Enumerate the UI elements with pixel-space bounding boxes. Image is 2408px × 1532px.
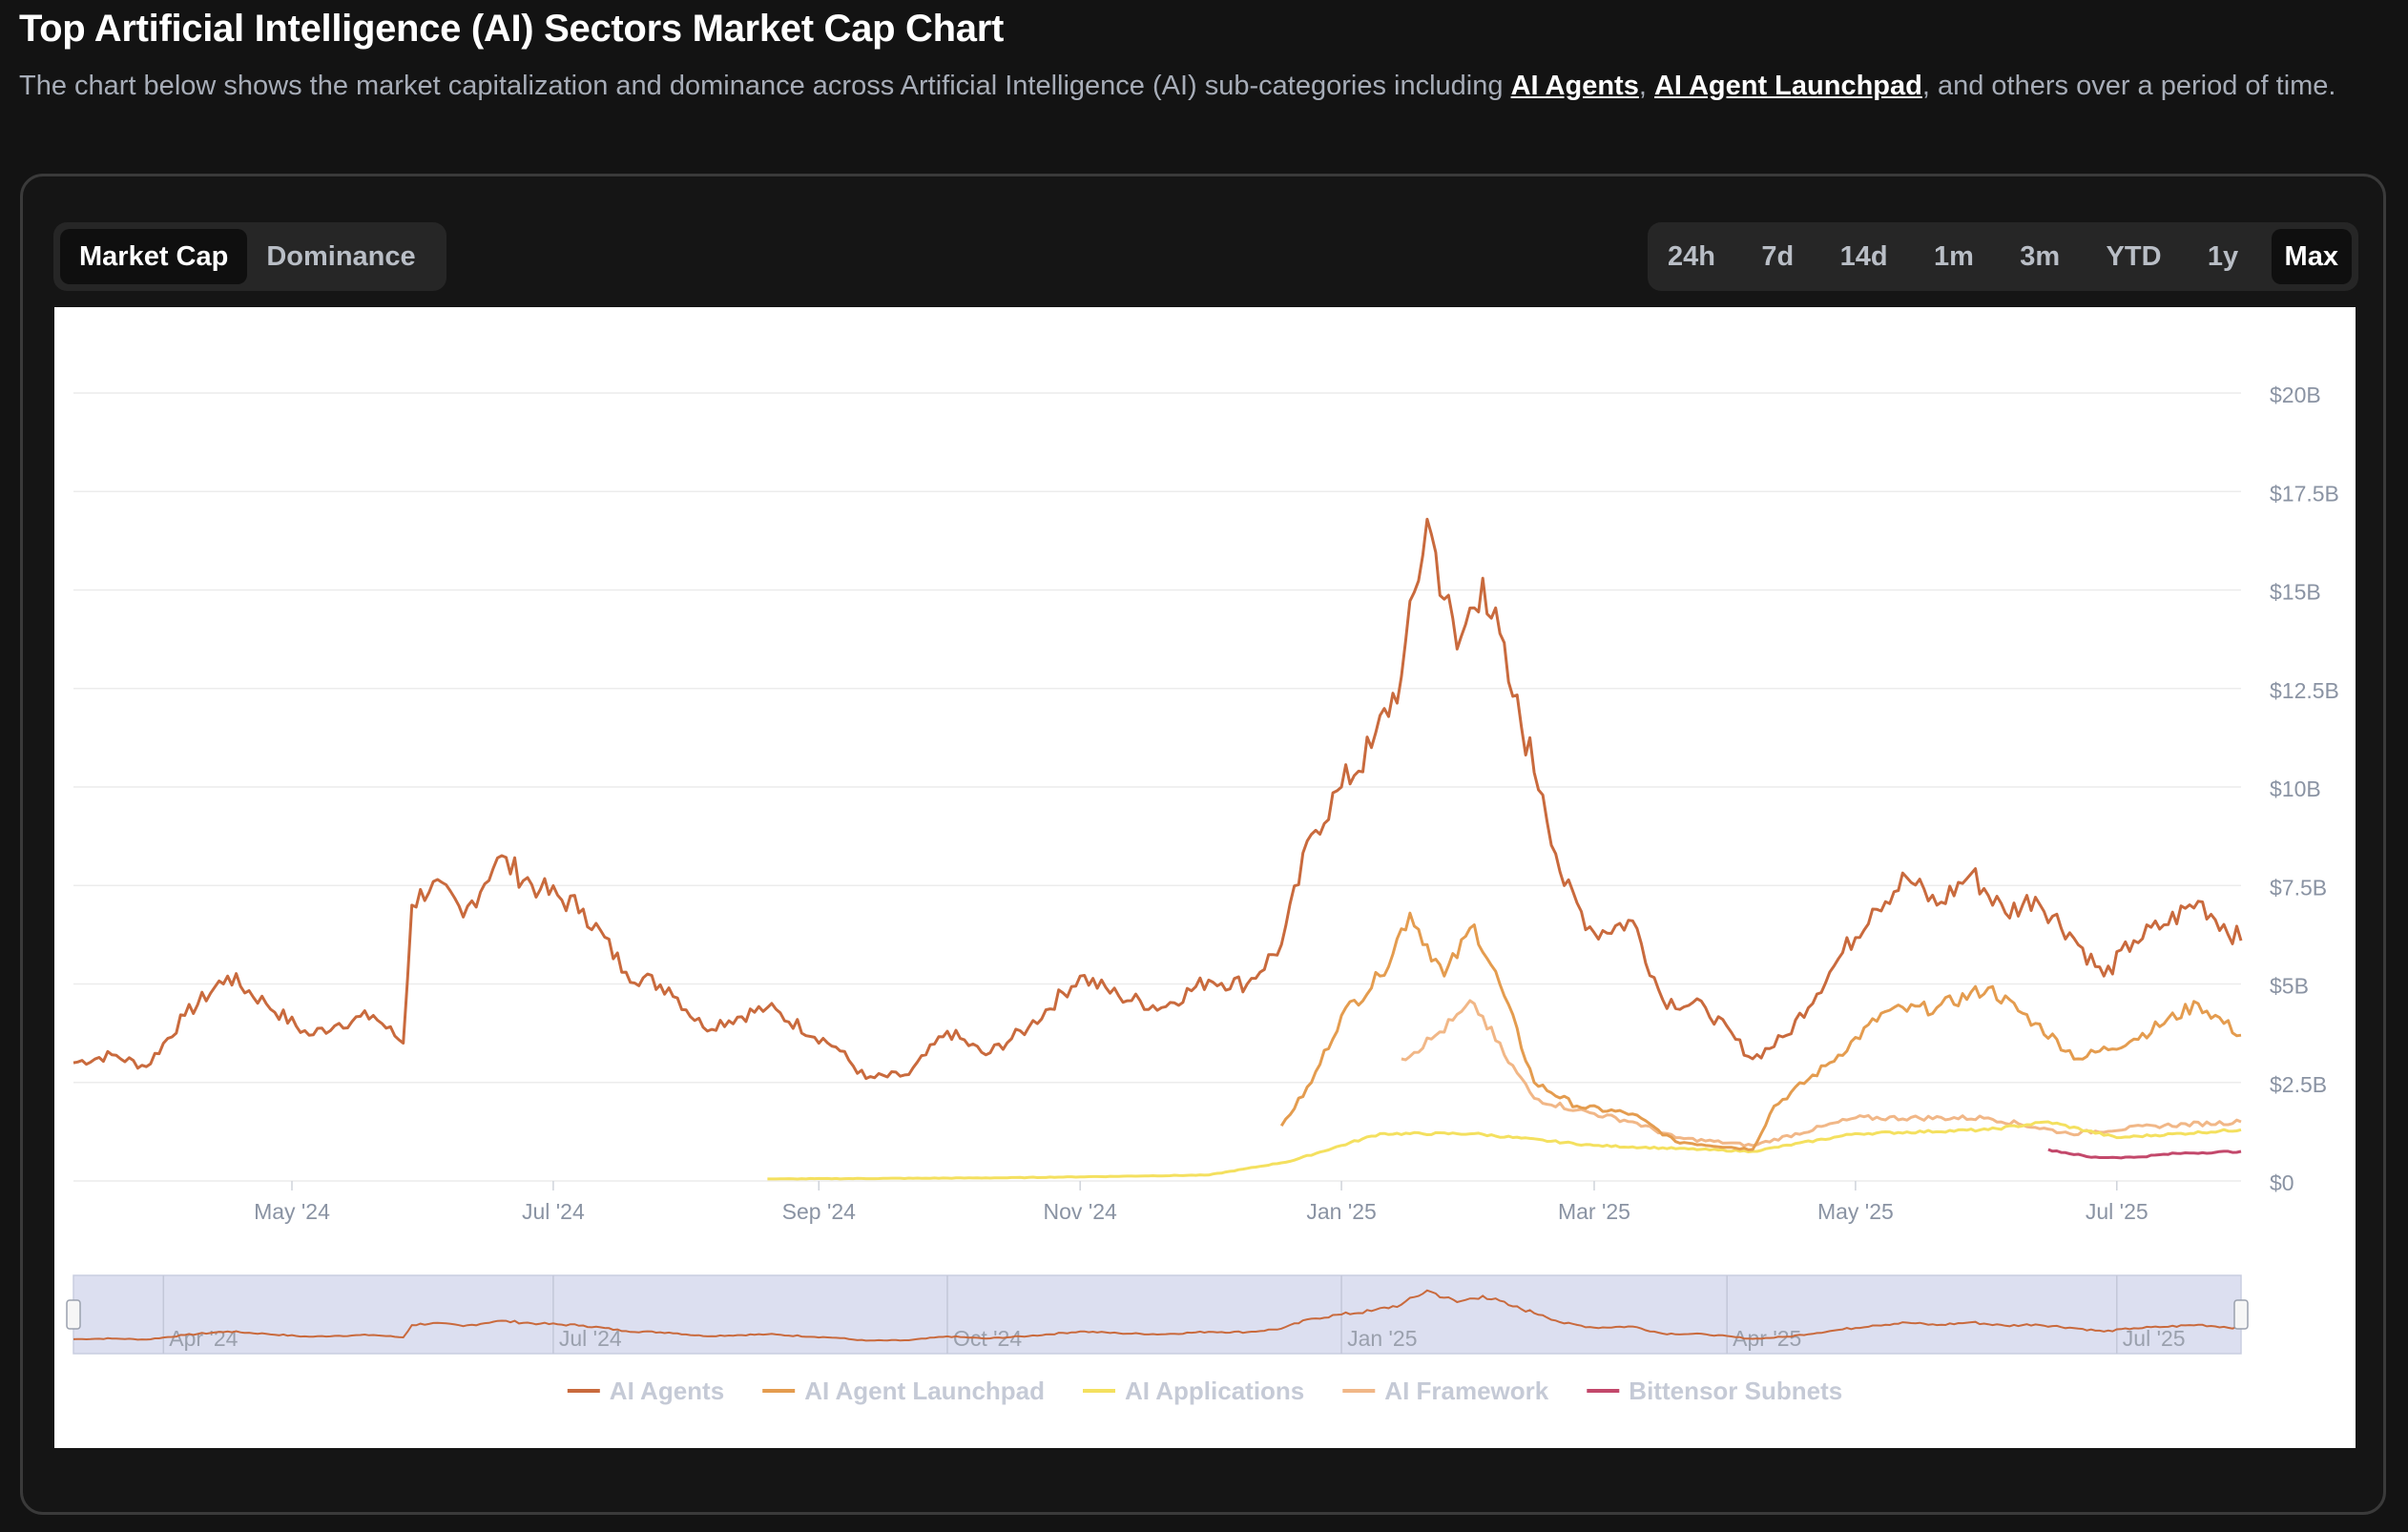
series-line-ai-applications [767,1120,2242,1181]
legend-item-ai-agents[interactable]: AI Agents [567,1377,724,1405]
y-tick-label: $10B [2270,776,2321,801]
dominance-tab[interactable]: Dominance [266,241,416,272]
chart-area[interactable]: $0 $2.5B $5B $7.5B $10B $12.5B $15B $17.5B $20B … [54,307,2356,1448]
navigator-left-handle[interactable] [66,1299,81,1330]
navigator-label: Apr '24 [169,1326,238,1351]
y-tick-label: $15B [2270,580,2321,605]
navigator-right-handle[interactable] [2233,1299,2249,1330]
range-7d-button[interactable]: 7d [1761,241,1795,272]
legend-label: AI Applications [1125,1377,1304,1405]
legend-label: AI Agents [610,1377,724,1405]
series-line-ai-framework [1401,999,2242,1148]
page-title: Top Artificial Intelligence (AI) Sectors… [19,8,1004,50]
range-24h-button[interactable]: 24h [1668,241,1715,272]
legend-label: AI Agent Launchpad [804,1377,1045,1405]
ai-agent-launchpad-link[interactable]: AI Agent Launchpad [1653,71,1922,101]
y-tick-label: $2.5B [2270,1072,2327,1097]
legend-item-ai-applications[interactable]: AI Applications [1083,1377,1304,1405]
y-axis: $0 $2.5B $5B $7.5B $10B $12.5B $15B $17.5B $20B [2270,383,2339,1195]
y-tick-label: $17.5B [2270,481,2339,506]
grid-lines [73,392,2241,1182]
description-text-end: , and others over a period of time. [1921,71,2336,101]
metric-toggle: Market Cap Dominance [53,222,446,291]
legend: AI Agents AI Agent Launchpad AI Applicatio… [567,1377,1842,1405]
description-text: The chart below shows the market capital… [19,71,1511,101]
navigator-label: Jan '25 [1347,1326,1417,1351]
x-tick-label: Jan '25 [1306,1199,1376,1224]
navigator-series-line [73,1289,2242,1342]
series-line-ai-agent-launchpad [1279,911,2242,1151]
y-tick-label: $0 [2270,1170,2294,1195]
navigator-label: Jul '25 [2123,1326,2186,1351]
ai-agents-link[interactable]: AI Agents [1510,71,1639,101]
market-cap-chart[interactable]: $0$2.5B$5B$7.5B$10B$12.5B$15B$17.5B$20B … [54,307,2356,1448]
range-navigator[interactable]: Apr '24 Jul '24 Oct '24 Jan '25 Apr '25 Jul '… [66,1274,2249,1355]
range-max-button[interactable]: Max [2271,229,2352,284]
y-tick-label: $20B [2270,383,2321,407]
legend-item-bittensor-subnets[interactable]: Bittensor Subnets [1587,1377,1842,1405]
market-cap-tab[interactable]: Market Cap [60,229,248,284]
x-tick-label: Jul '25 [2086,1199,2149,1224]
legend-item-ai-framework[interactable]: AI Framework [1342,1377,1549,1405]
time-range-toggle: 24h 7d 14d 1m 3m YTD 1y Max [1648,222,2358,291]
y-tick-label: $12.5B [2270,678,2339,703]
range-1y-button[interactable]: 1y [2207,241,2239,272]
x-tick-label: Mar '25 [1558,1199,1630,1224]
range-3m-button[interactable]: 3m [2020,241,2061,272]
page-description: The chart below shows the market capital… [19,67,2347,105]
range-14d-button[interactable]: 14d [1839,241,1888,272]
range-1m-button[interactable]: 1m [1933,241,1974,272]
x-axis: May '24 Jul '24 Sep '24 Nov '24 Jan '25 Mar '… [254,1181,2149,1224]
series-lines [73,517,2243,1181]
legend-item-ai-agent-launchpad[interactable]: AI Agent Launchpad [762,1377,1045,1405]
x-tick-label: Nov '24 [1044,1199,1117,1224]
series-line-bittensor-subnets [2047,1148,2242,1160]
description-separator: , [1638,71,1654,101]
navigator-selection[interactable] [73,1274,2242,1355]
x-tick-label: May '24 [254,1199,330,1224]
x-tick-label: Jul '24 [522,1199,585,1224]
legend-label: AI Framework [1384,1377,1548,1405]
x-tick-label: May '25 [1817,1199,1894,1224]
x-tick-label: Sep '24 [782,1199,856,1224]
y-tick-label: $5B [2270,974,2309,999]
legend-label: Bittensor Subnets [1629,1377,1842,1405]
series-line-ai-agents [73,517,2243,1081]
range-ytd-button[interactable]: YTD [2106,241,2162,272]
y-tick-label: $7.5B [2270,875,2327,900]
